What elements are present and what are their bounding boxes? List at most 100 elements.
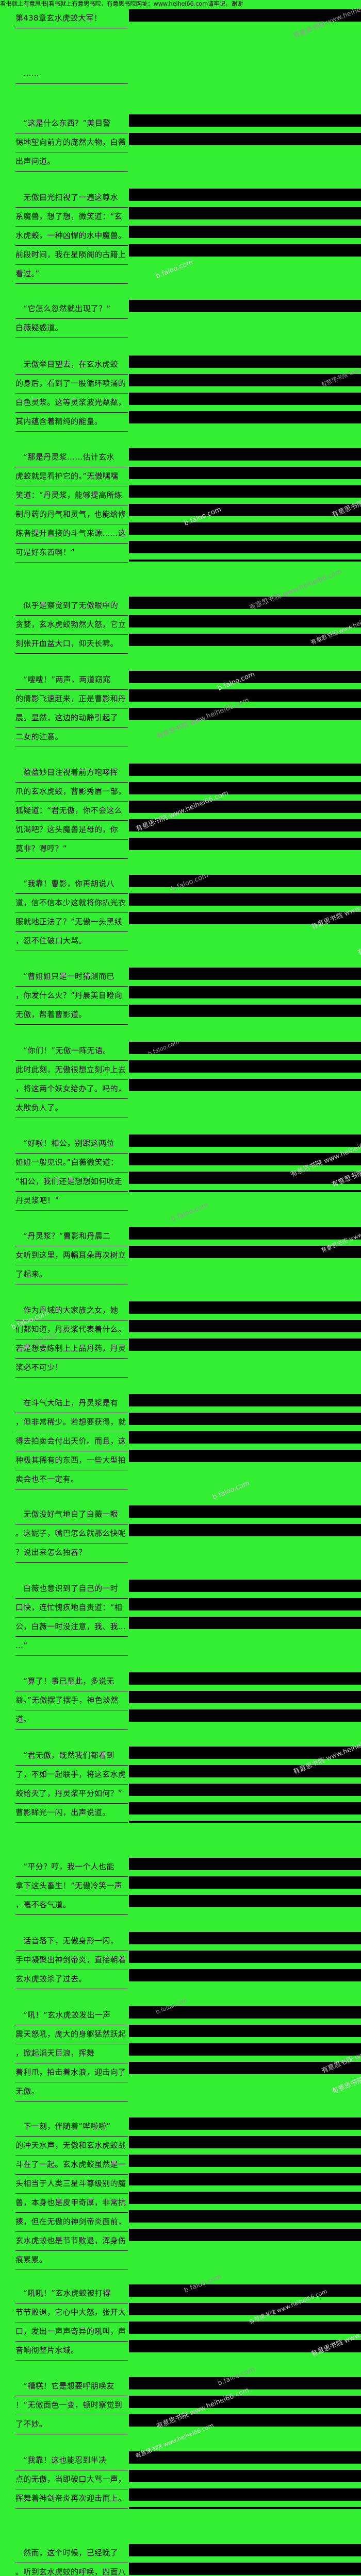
- text-line: 水虎蛟，一种凶悍的水中魔兽。: [15, 227, 128, 246]
- text-line: 挥舞着神剑帝炎再次迎击而上。: [15, 2489, 128, 2509]
- spacer: [0, 2099, 361, 2117]
- paragraph-p13: “丹灵浆？”曹影和丹晨二 女听到这里，两幅耳朵再次树立 了起来。: [0, 1227, 361, 1284]
- redaction-bar: [129, 522, 361, 535]
- text-line: 无傲。: [15, 2082, 128, 2102]
- paragraph-text: “我靠！这也能忍到半决 点的无傲，当即破口大骂一声， 挥舞着神剑帝炎再次迎击而上。: [15, 2451, 128, 2509]
- redaction-bar: [129, 875, 361, 887]
- redaction-bar: [129, 1951, 361, 1963]
- redaction-bars: [129, 2544, 361, 2576]
- redaction-bar: [129, 485, 361, 498]
- redaction-bars: [129, 1134, 361, 1198]
- paragraph-text: 下一刻，伴随着“哗啦啦” 的冲天水声，无傲和玄水虎蛟战 斗在了一起。玄水虎蛟虽然是一…: [15, 2117, 128, 2270]
- text-line: 无傲目光扫视了一遍这尊水: [15, 189, 128, 208]
- paragraph-text: “丹灵浆？”曹影和丹晨二 女听到这里，两幅耳朵再次树立 了起来。: [15, 1227, 128, 1284]
- paragraph-p18: “算了！事已至此，多说无 益。”无傲摆了摆手，神色淡然 道。: [0, 1672, 361, 1730]
- paragraph-p22: “吼！”玄水虎蛟发出一声 震天怒吼，庞大的身躯猛然跃起 ，掀起滔天巨浪，挥舞 着利爪，…: [0, 2006, 361, 2102]
- text-line: “它怎么忽然就出现了？”: [15, 300, 128, 319]
- text-line: 的倩影飞速赶来，正是曹影和丹: [15, 690, 128, 709]
- paragraph-text: “君无傲，既然我们都看到 了，不如一起联手，将这玄水虎 蛟给灭了，丹灵浆平分如何？”…: [15, 1747, 128, 1823]
- paragraph-text: “曹姐姐只是一时猜测而已 ，你发什么火？”丹晨美目瞪向 无傲，帮着曹影道。: [15, 968, 128, 1025]
- text-line: 了，不如一起联手，将这玄水虎: [15, 1766, 128, 1785]
- text-line: “平分？哼，我一个人也能: [15, 1858, 128, 1877]
- redaction-bar: [129, 1876, 361, 1889]
- text-line: ，将这两个妖女给办了。吗的，: [15, 1080, 128, 1099]
- text-line: 口，发出一声声奇异的吼叫，声: [15, 2323, 128, 2342]
- text-line: “我靠！这也能忍到半决: [15, 2451, 128, 2470]
- redaction-bar: [129, 1580, 361, 1592]
- text-line: 炼者提升直接的斗气来源……这: [15, 524, 128, 544]
- text-line: 。这妮子，嘴巴怎么就那么快呢: [15, 1524, 128, 1544]
- redaction-bar: [129, 615, 361, 628]
- paragraph-text: “这是什么东西？”美目警 惕地望向前方的庞然大物，白薇 出声问道。: [15, 114, 128, 172]
- redaction-bar: [129, 2006, 361, 2019]
- text-line: 盈盈妙目注视着前方咆哮挥: [15, 764, 128, 783]
- redaction-bar: [129, 1617, 361, 1629]
- text-line: 头相当于人类三星斗尊级别的魔: [15, 2175, 128, 2194]
- spacer: [0, 1988, 361, 2006]
- redaction-bar: [129, 1784, 361, 1796]
- paragraph-p27: 然而，这个时候，已经晚了。听到玄水虎蛟的呼唤，四面八方，波涛汹涌，立刻涌来了许许…: [0, 2544, 361, 2576]
- text-line: 蛟给灭了，丹灵浆平分如何？”: [15, 1785, 128, 1804]
- redaction-bar: [129, 2563, 361, 2575]
- text-line: 音响彻整片水域。: [15, 2342, 128, 2361]
- paragraph-text: 白薇也意识到了自己的一时 口快，连忙愧疚地自责道：“相 公，白薇一时没注意，我、我……: [15, 1580, 128, 1656]
- text-line: 口快，连忙愧疚地自责道：“相: [15, 1599, 128, 1618]
- redaction-bar: [129, 541, 361, 553]
- redaction-bar: [129, 2025, 361, 2037]
- paragraph-text: “吼！”玄水虎蛟发出一声 震天怒吼，庞大的身躯猛然跃起 ，掀起滔天巨浪，挥舞 着利爪，…: [15, 2006, 128, 2102]
- redaction-bar-thin: [129, 560, 361, 562]
- spacer: [0, 281, 361, 300]
- ellipsis-top: ……: [0, 65, 361, 84]
- spacer: [0, 430, 361, 448]
- paragraph-p21: 话音落下，无傲身形一闪， 手中凝聚出神剑帝炎，直接朝着 玄水虎蛟杀了过去。: [0, 1932, 361, 1989]
- paragraph-p7: “嗖嗖！”两声，两道窈窕 的倩影飞速赶来，正是曹影和丹 晨。显然，这边的动静引起了二…: [0, 671, 361, 747]
- redaction-bar: [129, 1747, 361, 1759]
- chapter-content: 第438章玄水虎蛟大军！ …… “这是什么东西？”美目警 惕地望向前方的庞然大物，…: [0, 9, 361, 2576]
- text-line: 道，信不信本少这就将你扒光衣: [15, 894, 128, 913]
- redaction-bar: [129, 2192, 361, 2204]
- text-line: 其内蕴含着精纯的能量。: [15, 413, 128, 432]
- paragraph-text: “你们！”无傲一阵无语。 此时此刻，无傲很想立刻冲上去 ，将这两个妖女给办了。吗的，…: [15, 1042, 128, 1118]
- text-line: 似乎是察觉到了无傲眼中的: [15, 597, 128, 616]
- redaction-bar: [129, 1709, 361, 1722]
- text-line: “糟糕！它是想要呼朋唤友: [15, 2377, 128, 2396]
- text-line: “曹姐姐只是一时猜测而已: [15, 968, 128, 987]
- text-line: 了不妙。: [15, 2415, 128, 2434]
- paragraph-text: “算了！事已至此，多说无 益。”无傲摆了摆手，神色淡然 道。: [15, 1672, 128, 1730]
- spacer: [0, 949, 361, 968]
- paragraph-p14: 作为丹域的大家族之女，她 们都知道，丹灵浆代表着什么。 若是想要炼制上上品丹药，丹灵…: [0, 1301, 361, 1378]
- redaction-bar: [129, 114, 361, 127]
- redaction-bar: [129, 1413, 361, 1425]
- text-line: 丹灵浆吧！”: [15, 1192, 128, 1211]
- redaction-bar: [129, 1505, 361, 1518]
- redaction-bar: [129, 2284, 361, 2297]
- redaction-bar: [129, 2470, 361, 2482]
- redaction-bar: [129, 2321, 361, 2334]
- text-line: “那是丹灵浆……估计玄水: [15, 448, 128, 467]
- redaction-bars: [129, 671, 361, 726]
- paragraph-text: “嗖嗖！”两声，两道窈窕 的倩影飞速赶来，正是曹影和丹 晨。显然，这边的动静引起了二…: [15, 671, 128, 747]
- text-line: “嗖嗖！”两声，两道窈窕: [15, 671, 128, 690]
- redaction-bar: [129, 2414, 361, 2427]
- text-line: “吼吼！”玄水虎蛟被打得: [15, 2284, 128, 2303]
- redaction-bar: [129, 1932, 361, 1944]
- spacer: [0, 1654, 361, 1672]
- redaction-bar: [129, 764, 361, 776]
- text-line: 下一刻，伴随着“哗啦啦”: [15, 2117, 128, 2137]
- text-line: 晨。显然，这边的动静引起了: [15, 709, 128, 728]
- text-line: 点的无傲，当即破口大骂一声，: [15, 2470, 128, 2489]
- text-line: 节节败退，它心中大怒，张开大: [15, 2303, 128, 2323]
- text-line: 得去拍卖会付出天价。而且，这: [15, 1432, 128, 1451]
- text-line: 卖会也不一定有。: [15, 1470, 128, 1489]
- paragraph-text: “那是丹灵浆……估计玄水 虎蛟就是看护它的。”无傲嘿嘿 笑道：“丹灵浆，能够提高所炼…: [15, 448, 128, 563]
- redaction-bar: [129, 819, 361, 832]
- paragraph-text: 盈盈妙目注视着前方咆哮挥 爪的玄水虎蛟，曹影秀眉一邹， 狐疑道：“君无傲，你不会这么…: [15, 764, 128, 859]
- text-line: 白色灵浆。这等灵浆波光粼粼，: [15, 394, 128, 413]
- text-line: ，忍不住破口大骂。: [15, 932, 128, 951]
- text-line: 姐姐一般见识。”白薇微笑道：: [15, 1154, 128, 1173]
- paragraph-p24: “吼吼！”玄水虎蛟被打得 节节败退，它心中大怒，张开大 口，发出一声声奇异的吼叫，声…: [0, 2284, 361, 2361]
- paragraph-p25: “糟糕！它是想要呼朋唤友 ！”无傲面色一变，顿时察觉到 了不妙。: [0, 2377, 361, 2434]
- redaction-bars: [129, 355, 361, 430]
- spacer: [0, 1283, 361, 1301]
- text-line: ……: [15, 65, 128, 84]
